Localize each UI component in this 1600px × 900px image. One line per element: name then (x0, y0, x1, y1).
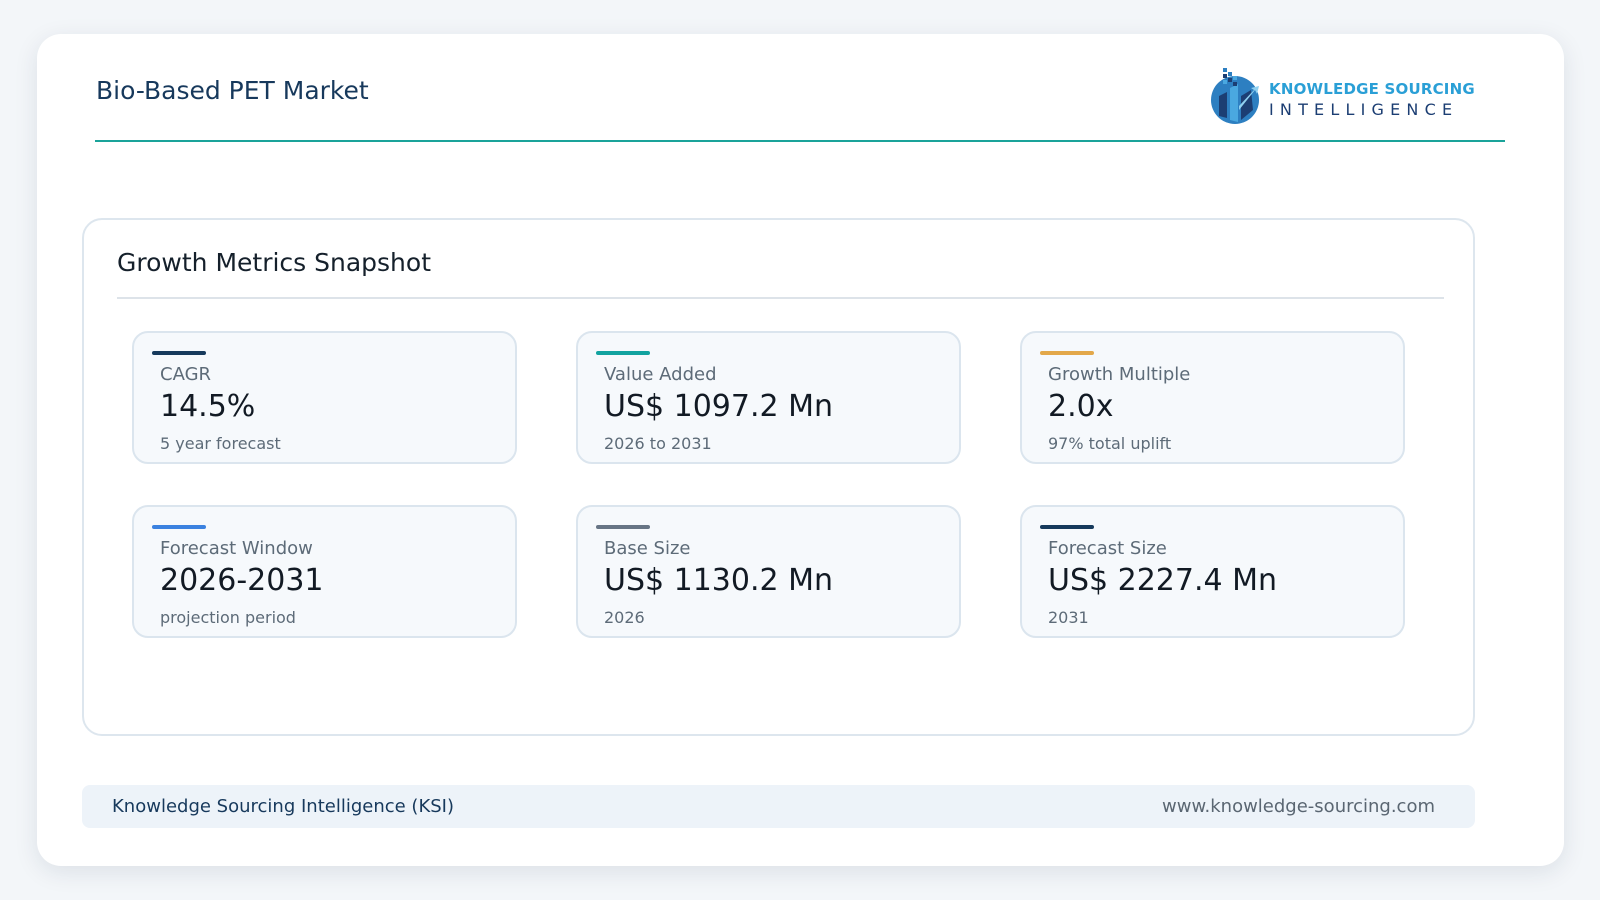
metric-label: CAGR (160, 364, 212, 385)
metric-note: 2031 (1048, 608, 1089, 627)
panel-title: Growth Metrics Snapshot (117, 248, 432, 277)
accent-bar (152, 351, 206, 355)
metric-label: Value Added (604, 364, 717, 385)
metric-note: 2026 to 2031 (604, 434, 712, 453)
accent-bar (1040, 525, 1094, 529)
footer: Knowledge Sourcing Intelligence (KSI) ww… (82, 785, 1475, 828)
metric-label: Forecast Size (1048, 538, 1167, 559)
panel-rule (117, 297, 1444, 299)
metric-value: 14.5% (160, 389, 256, 424)
accent-bar (596, 525, 650, 529)
metric-note: projection period (160, 608, 296, 627)
logo: KNOWLEDGE SOURCING INTELLIGENCE (1209, 60, 1509, 128)
accent-bar (596, 351, 650, 355)
logo-icon (1211, 68, 1259, 124)
accent-bar (1040, 351, 1094, 355)
metric-value: 2026-2031 (160, 563, 324, 598)
metric-label: Growth Multiple (1048, 364, 1191, 385)
metric-note: 2026 (604, 608, 645, 627)
metric-label: Forecast Window (160, 538, 313, 559)
metric-value: US$ 1130.2 Mn (604, 563, 834, 598)
metrics-panel: Growth Metrics Snapshot CAGR 14.5% 5 year … (82, 218, 1475, 736)
accent-bar (152, 525, 206, 529)
metric-card: Growth Multiple 2.0x 97% total uplift (1020, 331, 1405, 464)
logo-line1: KNOWLEDGE SOURCING (1269, 80, 1475, 98)
metric-value: 2.0x (1048, 389, 1114, 424)
header-rule (95, 140, 1505, 142)
metric-card: CAGR 14.5% 5 year forecast (132, 331, 517, 464)
metric-label: Base Size (604, 538, 691, 559)
metric-card: Value Added US$ 1097.2 Mn 2026 to 2031 (576, 331, 961, 464)
card: Bio-Based PET Market KNOWLEDGE SOURCING … (37, 34, 1564, 866)
metric-value: US$ 2227.4 Mn (1048, 563, 1278, 598)
metric-card: Base Size US$ 1130.2 Mn 2026 (576, 505, 961, 638)
footer-left: Knowledge Sourcing Intelligence (KSI) (112, 796, 455, 817)
metric-card: Forecast Window 2026-2031 projection perio… (132, 505, 517, 638)
logo-line2: INTELLIGENCE (1269, 100, 1459, 119)
page-title: Bio-Based PET Market (96, 76, 369, 105)
footer-right: www.knowledge-sourcing.com (1162, 796, 1435, 817)
metric-value: US$ 1097.2 Mn (604, 389, 834, 424)
metric-note: 5 year forecast (160, 434, 281, 453)
metric-note: 97% total uplift (1048, 434, 1172, 453)
metric-card: Forecast Size US$ 2227.4 Mn 2031 (1020, 505, 1405, 638)
